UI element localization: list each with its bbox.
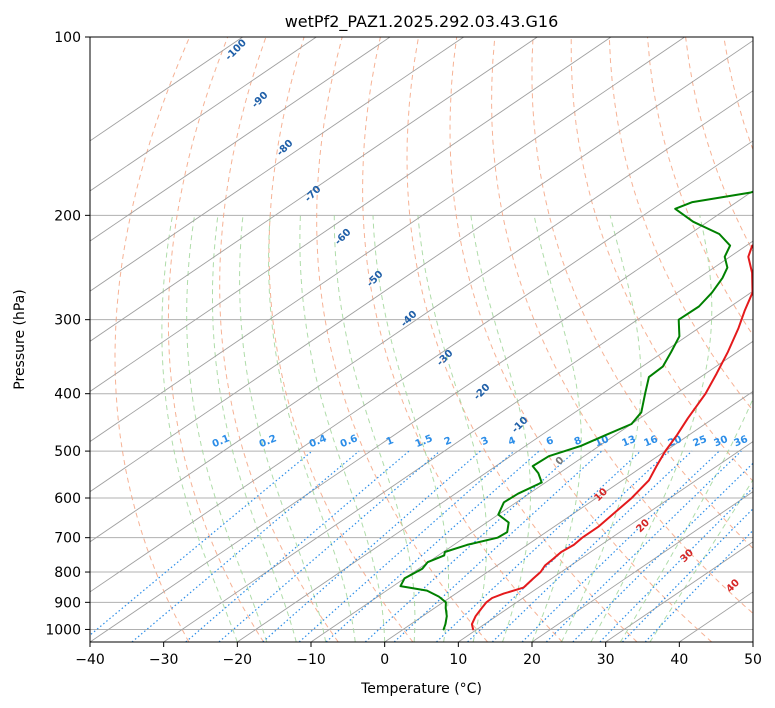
x-tick-label: 10 [449,652,467,668]
dry-adiabat-line [406,37,638,642]
y-tick-label: 900 [54,595,81,611]
dry-adiabat-line [531,37,753,550]
mixing-ratio-line [572,462,753,642]
moist-adiabat-line [372,215,450,642]
dry-adiabat-line [316,37,488,642]
isotherm-line [90,37,685,443]
mixing-ratio-label: 2 [443,435,454,448]
mixing-ratio-line [545,450,742,642]
y-tick-label: 1000 [45,622,81,638]
mixing-ratio-line [644,529,753,642]
mixing-ratio-label: 8 [573,435,584,448]
isotherm-line [90,37,391,242]
dry-adiabat-line [167,37,264,642]
mixing-ratio-line [90,450,313,636]
x-axis: −40 −30 −20 −10 0 10 20 30 40 50 [75,642,762,668]
mixing-ratio-line [131,450,360,642]
mixing-ratio-line [467,450,670,642]
x-tick-label: 30 [597,652,615,668]
grid-layer [90,37,753,630]
isotherm-line [90,37,243,142]
y-tick-label: 800 [54,565,81,581]
y-tick-label: 600 [54,491,81,507]
mixing-ratio-label: 13 [621,434,638,449]
isotherm-line [90,37,612,392]
isotherm-layer [90,37,753,642]
mixing-ratio-label: 25 [692,434,709,449]
mixing-ratio-layer [90,450,753,642]
isotherm-line [90,37,464,292]
dry-adiabat-line [114,37,191,642]
mixing-ratio-label: 6 [545,435,556,448]
temperature-profile-line [470,244,753,631]
plot-frame [89,36,754,643]
x-tick-label: 20 [523,652,541,668]
moist-adiabat-line [299,215,386,642]
y-tick-label: 500 [54,444,81,460]
isotherm-line [310,340,753,642]
x-tick-label: 50 [744,652,762,668]
x-tick-label: −40 [75,652,105,668]
mixing-ratio-label: 1 [385,435,396,448]
moist-adiabat-line [212,215,297,642]
mixing-ratio-line [621,507,753,642]
moist-adiabat-line [239,215,327,642]
dry-adiabat-line [362,37,563,642]
y-axis-title: Pressure (hPa) [12,289,28,389]
isotherm-line [458,441,753,642]
y-tick-label: 400 [54,387,81,403]
isotherm-line [163,240,753,642]
series-layer [399,190,753,631]
mixing-ratio-label: 4 [507,435,518,448]
isotherm-line [90,140,753,593]
mixing-ratio-label: 20 [667,434,684,449]
isotherm-line [90,90,753,543]
mixing-ratio-line [325,450,540,642]
chart-title: wetPf2_PAZ1.2025.292.03.43.G16 [285,12,559,32]
x-tick-label: 0 [380,652,389,668]
moist-adiabat-line [186,215,268,642]
y-tick-label: 700 [54,531,81,547]
y-axis: 100 200 300 400 500 600 700 800 900 1000 [45,30,90,638]
isotherm-line [384,390,753,642]
moist-adiabat-line [417,215,488,642]
isotherm-line [237,290,753,642]
x-tick-label: −10 [296,652,326,668]
moist-adiabat-line [561,215,642,642]
isotherm-line [531,491,753,642]
mixing-ratio-label: 3 [480,435,491,448]
isotherm-line [90,37,317,192]
dewpoint-profile-line [399,190,753,631]
mixing-ratio-line [298,450,515,642]
mixing-ratio-line [218,450,441,642]
x-axis-title: Temperature (°C) [360,681,482,697]
mixing-ratio-label: 16 [643,434,660,449]
moist-adiabat-line [161,215,238,642]
moist-adiabat-line [268,215,356,642]
y-tick-label: 200 [54,208,81,224]
y-tick-label: 100 [54,30,81,46]
isotherm-line [90,40,753,493]
y-tick-label: 300 [54,313,81,329]
mixing-ratio-line [599,486,753,642]
x-tick-label: 40 [670,652,688,668]
moist-adiabat-line [619,397,753,642]
mixing-ratio-label: 36 [733,434,750,449]
isotherm-line [90,190,753,642]
moist-adiabat-line [470,215,531,642]
dry-adiabat-line [491,37,753,615]
moist-adiabat-line [531,215,582,642]
dry-adiabat-line [449,37,713,642]
mixing-ratio-label: 30 [713,434,730,449]
x-tick-label: −30 [149,652,179,668]
mixing-ratio-line [491,450,693,642]
moist-adiabat-line [333,215,416,642]
plot-area: 0.1 0.2 0.4 0.6 1 1.5 2 3 4 6 8 10 13 16 20 25 30 36-100-… [90,37,753,642]
x-tick-label: −20 [223,652,253,668]
isotherm-line [90,37,538,342]
